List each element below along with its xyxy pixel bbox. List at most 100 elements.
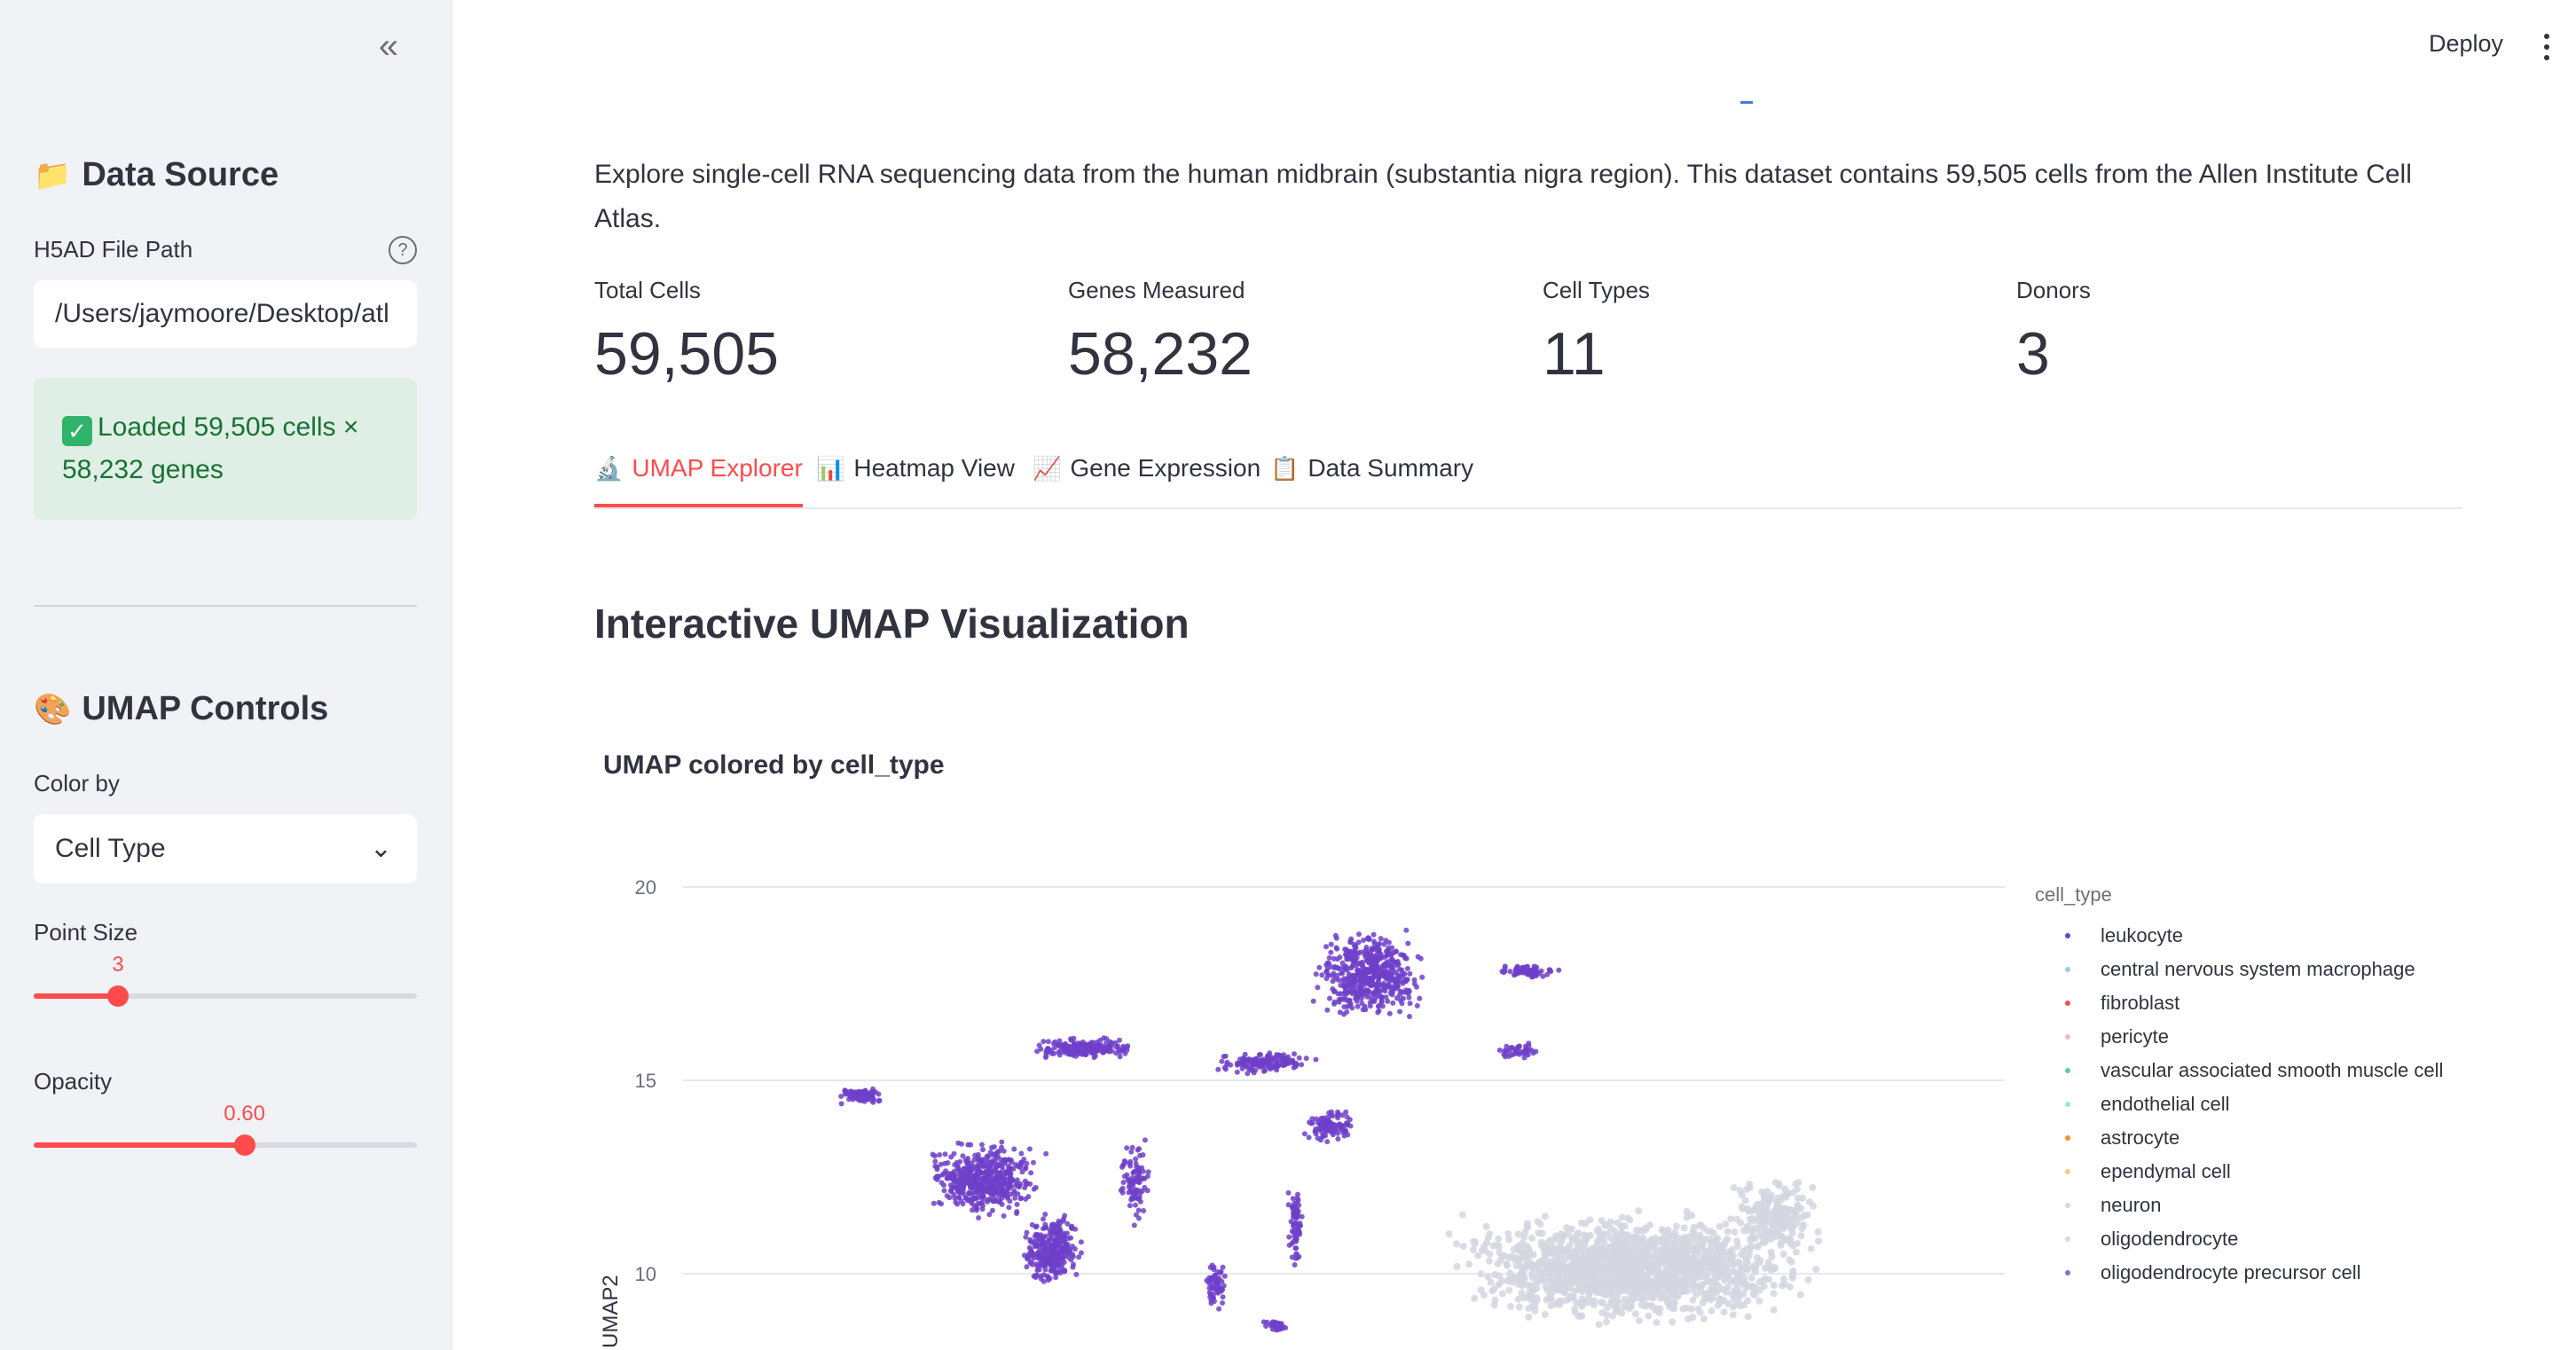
data-point xyxy=(1339,960,1346,966)
legend-item[interactable]: oligodendrocyte precursor cell xyxy=(2035,1256,2443,1290)
legend-item[interactable]: ependymal cell xyxy=(2035,1155,2443,1189)
data-point xyxy=(1603,1318,1611,1326)
legend-item[interactable]: oligodendrocyte xyxy=(2035,1222,2443,1256)
color-by-select[interactable]: Cell Type ⌄ xyxy=(34,814,417,883)
data-point xyxy=(1621,1249,1628,1256)
data-point xyxy=(1219,1058,1225,1064)
tab-data-summary[interactable]: 📋 Data Summary xyxy=(1270,443,1473,507)
data-point xyxy=(1348,973,1355,979)
data-point xyxy=(985,1153,991,1159)
data-point xyxy=(1125,1043,1131,1049)
data-point xyxy=(941,1182,946,1189)
data-point xyxy=(1788,1228,1796,1236)
data-point xyxy=(1474,1252,1482,1260)
data-point xyxy=(1722,1220,1730,1228)
legend-item[interactable]: pericyte xyxy=(2035,1020,2443,1054)
opacity-slider[interactable] xyxy=(34,1134,417,1156)
tab-heatmap-view[interactable]: 📊 Heatmap View xyxy=(816,443,1015,507)
umap-plot[interactable]: 20 15 10 UMAP2 xyxy=(585,852,2572,1350)
data-point xyxy=(1686,1238,1693,1245)
data-point xyxy=(1293,1206,1300,1213)
data-point xyxy=(1035,1235,1041,1241)
data-point xyxy=(1700,1224,1708,1232)
data-point xyxy=(986,1212,993,1218)
leukocyte-cluster xyxy=(1301,1109,1354,1145)
data-point xyxy=(1762,1209,1770,1217)
data-point xyxy=(1496,1048,1503,1053)
umap-scatter-svg[interactable]: 20 15 10 UMAP2 xyxy=(585,852,2572,1350)
data-point xyxy=(1740,1301,1748,1309)
data-point xyxy=(1038,1046,1044,1052)
data-point xyxy=(1334,946,1340,952)
data-point xyxy=(1367,967,1373,973)
legend-item[interactable]: central nervous system macrophage xyxy=(2035,953,2443,986)
data-point xyxy=(1606,1244,1614,1252)
data-point xyxy=(1698,1282,1706,1290)
data-point xyxy=(1126,1184,1132,1189)
data-point xyxy=(960,1201,966,1207)
data-point xyxy=(1529,1251,1537,1259)
data-point xyxy=(1220,1287,1226,1292)
legend-item[interactable]: endothelial cell xyxy=(2035,1087,2443,1121)
data-point xyxy=(960,1153,966,1159)
data-point xyxy=(1360,1007,1366,1013)
data-point xyxy=(956,1167,962,1173)
data-point xyxy=(1553,1286,1561,1293)
data-point xyxy=(1556,967,1562,973)
legend-label: fibroblast xyxy=(2101,992,2180,1014)
data-point xyxy=(992,1184,998,1190)
legend-item[interactable]: fibroblast xyxy=(2035,986,2443,1020)
data-point xyxy=(1548,969,1554,975)
legend-item[interactable]: astrocyte xyxy=(2035,1121,2443,1155)
data-point xyxy=(1724,1228,1732,1236)
deploy-button[interactable]: Deploy xyxy=(2429,30,2504,57)
tab-gene-expression[interactable]: 📈 Gene Expression xyxy=(1033,443,1261,507)
data-point xyxy=(1355,939,1362,946)
data-point xyxy=(1130,1189,1136,1195)
legend-item[interactable]: neuron xyxy=(2035,1189,2443,1222)
data-point xyxy=(1628,1244,1636,1252)
data-point xyxy=(1009,1178,1016,1184)
data-point xyxy=(1746,1181,1754,1188)
data-point xyxy=(1663,1297,1671,1305)
point-size-slider[interactable] xyxy=(34,985,417,1007)
data-point xyxy=(1574,1275,1582,1283)
data-point xyxy=(1773,1197,1781,1205)
data-point xyxy=(1541,1250,1549,1258)
opacity-slider-thumb[interactable] xyxy=(233,1134,255,1156)
data-point xyxy=(1127,1203,1133,1209)
legend-marker xyxy=(2065,1001,2070,1006)
data-point xyxy=(1459,1243,1467,1251)
data-point xyxy=(1033,1224,1039,1230)
data-point xyxy=(1494,1241,1501,1249)
data-point xyxy=(990,1159,996,1166)
data-point xyxy=(1017,1196,1024,1202)
data-point xyxy=(1245,1057,1251,1064)
data-point xyxy=(952,1176,958,1182)
data-point xyxy=(1041,1272,1047,1278)
point-size-slider-thumb[interactable] xyxy=(107,985,130,1007)
data-point xyxy=(1134,1164,1140,1170)
help-icon[interactable]: ? xyxy=(389,236,417,264)
sidebar-divider xyxy=(34,605,417,607)
data-point xyxy=(1780,1209,1788,1217)
collapse-sidebar-icon[interactable]: « xyxy=(378,27,399,66)
data-point xyxy=(1812,1266,1820,1273)
data-point xyxy=(1607,1281,1615,1289)
data-point xyxy=(1445,1230,1453,1238)
data-point xyxy=(1542,1283,1550,1291)
data-point xyxy=(1351,978,1357,985)
legend-item[interactable]: vascular associated smooth muscle cell xyxy=(2035,1054,2443,1087)
legend-item[interactable]: leukocyte xyxy=(2035,919,2443,953)
success-alert: ✓ Loaded 59,505 cells × 58,232 genes xyxy=(34,378,417,520)
data-point xyxy=(1618,1309,1626,1317)
data-point xyxy=(1049,1267,1056,1273)
data-point xyxy=(1573,1299,1581,1307)
data-point xyxy=(1504,1230,1512,1237)
tab-umap-explorer[interactable]: 🔬 UMAP Explorer xyxy=(594,443,803,507)
main-menu-icon[interactable] xyxy=(2544,34,2551,66)
data-point xyxy=(1491,1271,1499,1278)
data-point xyxy=(1319,1129,1325,1135)
data-point xyxy=(1292,1262,1298,1268)
file-path-input[interactable]: /Users/jaymoore/Desktop/atl xyxy=(34,280,417,348)
